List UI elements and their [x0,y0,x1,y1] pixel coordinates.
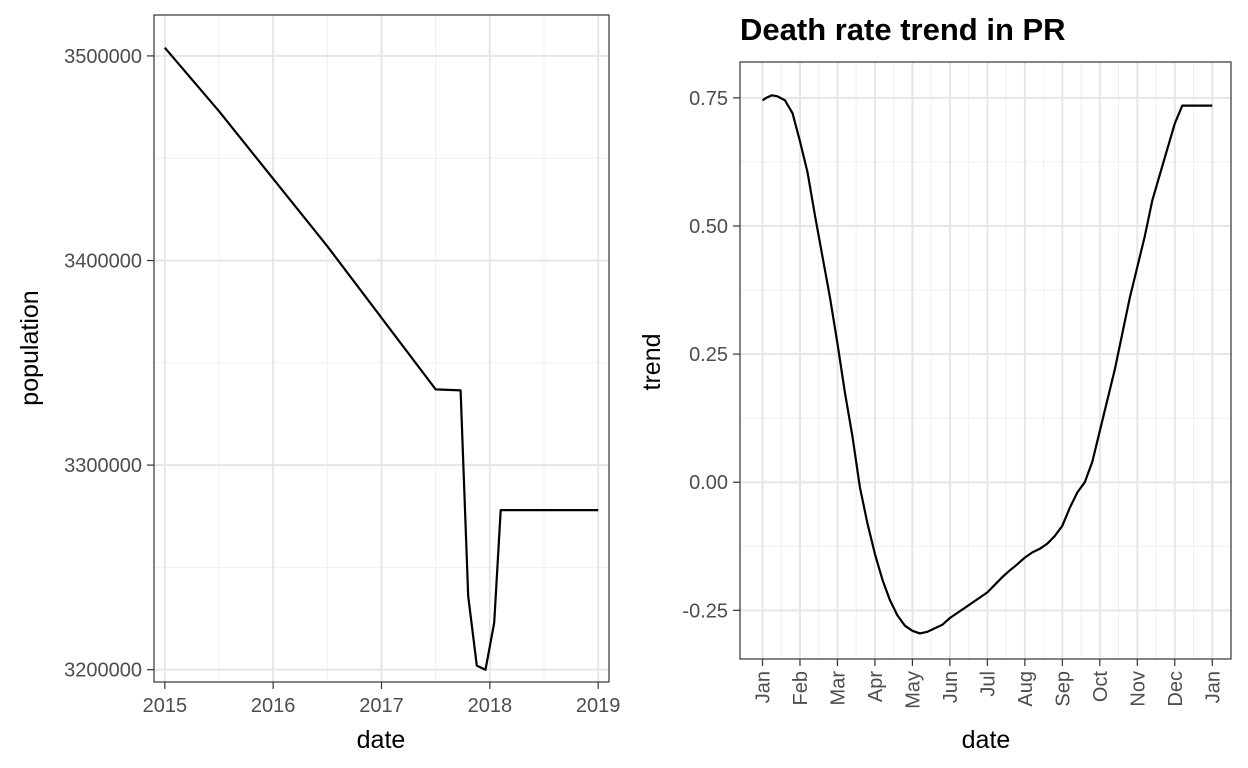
left-grid [154,15,609,682]
right-x-tick-label: Apr [865,671,887,702]
right-y-axis-title: trend [638,334,666,391]
right-chart-title: Death rate trend in PR [740,12,1066,47]
right-x-tick-label: Jul [977,671,999,697]
right-x-tick-label: Jan [752,671,774,703]
left-x-axis-title: date [357,726,406,754]
left-y-axis-title: population [16,290,44,405]
right-axes: Jan Feb Mar Apr May Jun Jul Aug Sep Oct Nov Dec Jan -… [682,88,1224,709]
left-x-tick-label: 2018 [468,695,513,717]
right-y-tick-label: 0.25 [689,344,728,366]
right-y-tick-label: 0.50 [689,216,728,238]
right-x-tick-label: Oct [1090,671,1112,703]
left-y-tick-label: 3300000 [64,455,142,477]
right-x-tick-label: Jun [940,671,962,703]
left-y-tick-label: 3400000 [64,251,142,273]
right-y-tick-label: 0.75 [689,88,728,110]
left-axes: 2015 2016 2017 2018 2019 3200000 3300000 340000… [64,46,620,717]
right-x-axis-title: date [962,726,1011,754]
right-x-tick-label: Aug [1015,671,1037,707]
right-chart-panel: Death rate trend in PR Jan Feb Mar Apr May Ju… [638,12,1232,754]
right-x-tick-label: Sep [1052,671,1074,707]
left-chart-panel: 2015 2016 2017 2018 2019 3200000 3300000 340000… [16,14,620,754]
right-x-tick-label: Feb [790,671,812,705]
right-x-tick-label: Dec [1165,671,1187,707]
right-x-tick-label: Jan [1202,671,1224,703]
left-x-tick-label: 2019 [576,695,621,717]
right-x-tick-label: May [902,671,924,709]
right-y-tick-label: 0.00 [689,472,728,494]
trend-line [761,94,1213,635]
right-grid [740,62,1231,659]
left-x-tick-label: 2017 [359,695,404,717]
population-line [163,46,599,671]
right-x-tick-label: Mar [827,671,849,706]
left-y-tick-label: 3200000 [64,660,142,682]
right-y-tick-label: -0.25 [682,600,728,622]
left-x-tick-label: 2016 [251,695,296,717]
right-plot-background [740,62,1231,659]
left-y-tick-label: 3500000 [64,46,142,68]
right-x-tick-label: Nov [1127,671,1149,707]
right-plot-border [739,61,1232,660]
left-x-tick-label: 2015 [143,695,188,717]
